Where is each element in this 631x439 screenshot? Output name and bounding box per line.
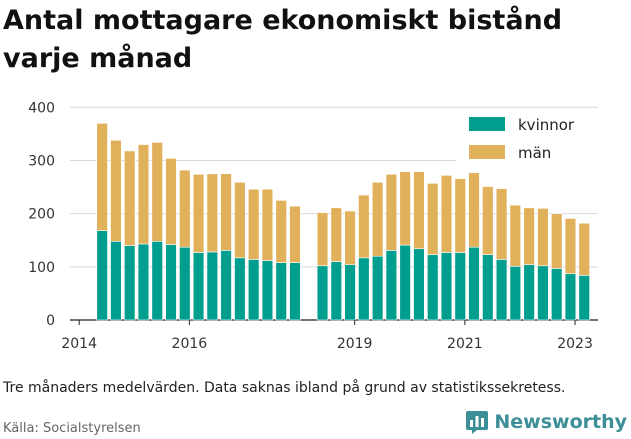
- bar-kvinnor: [578, 275, 590, 321]
- y-tick-label: 400: [28, 100, 55, 116]
- bar-män: [96, 122, 108, 231]
- bar-män: [427, 183, 439, 255]
- y-tick-label: 0: [46, 313, 55, 329]
- bar-män: [440, 175, 453, 253]
- bar-kvinnor: [413, 248, 425, 321]
- bar-kvinnor: [110, 241, 122, 321]
- bar-kvinnor: [151, 241, 163, 321]
- bar-kvinnor: [358, 257, 370, 321]
- bar-kvinnor: [551, 268, 563, 321]
- bar-kvinnor: [371, 255, 384, 321]
- bar-kvinnor: [564, 273, 577, 321]
- x-tick-label: 2021: [447, 336, 483, 352]
- y-tick-label: 200: [28, 207, 55, 223]
- x-tick-label: 2023: [557, 336, 593, 352]
- bar-kvinnor: [344, 264, 356, 321]
- y-axis-ticks: 0 100 200 300 400: [28, 100, 55, 329]
- bar-män: [578, 222, 590, 276]
- y-tick-label: 100: [28, 260, 55, 276]
- bar-kvinnor: [206, 251, 219, 321]
- bar-män: [137, 144, 150, 245]
- bar-män: [399, 171, 411, 246]
- chart-note: Tre månaders medelvärden. Data saknas ib…: [3, 380, 566, 396]
- bar-kvinnor: [495, 259, 508, 321]
- bar-män: [220, 173, 232, 251]
- bar-kvinnor: [289, 262, 301, 321]
- legend-label-kvinnor: kvinnor: [518, 116, 575, 134]
- bar-män: [151, 142, 163, 242]
- bar-kvinnor: [482, 254, 494, 321]
- bar-män: [358, 194, 370, 259]
- bar-män: [564, 218, 577, 275]
- bar-män: [234, 181, 246, 259]
- bar-män: [495, 188, 508, 260]
- bar-kvinnor: [468, 246, 480, 321]
- bar-kvinnor: [509, 265, 522, 321]
- bar-män: [509, 204, 522, 267]
- bar-män: [482, 186, 494, 255]
- legend-swatch-kvinnor: [469, 117, 505, 131]
- bar-män: [247, 188, 260, 260]
- bars: [96, 122, 590, 321]
- bar-män: [165, 158, 177, 245]
- bar-män: [289, 205, 301, 263]
- brand-name: Newsworthy: [494, 411, 627, 433]
- bar-kvinnor: [385, 250, 398, 321]
- stacked-bar-chart: 0 100 200 300 400 2014 2016 2019 2021 2023 kvinn…: [28, 100, 598, 352]
- bar-kvinnor: [275, 262, 287, 321]
- bar-män: [523, 207, 535, 265]
- bar-kvinnor: [316, 265, 329, 321]
- bar-män: [124, 150, 136, 246]
- legend: kvinnor män: [456, 109, 598, 173]
- x-tick-label: 2014: [61, 336, 97, 352]
- bar-chart-icon: [466, 411, 489, 434]
- bar-män: [206, 173, 219, 253]
- bar-kvinnor: [454, 252, 466, 321]
- bar-kvinnor: [96, 230, 108, 321]
- brand-logo: Newsworthy: [465, 409, 627, 435]
- bar-kvinnor: [247, 259, 260, 321]
- bar-män: [551, 213, 563, 269]
- x-tick-label: 2016: [172, 336, 208, 352]
- bar-män: [179, 169, 191, 248]
- bar-män: [385, 174, 398, 251]
- bar-kvinnor: [192, 252, 205, 321]
- bar-män: [192, 174, 205, 253]
- bar-män: [261, 188, 274, 261]
- x-tick-label: 2019: [337, 336, 373, 352]
- bar-män: [110, 139, 122, 242]
- legend-swatch-män: [469, 145, 505, 159]
- bar-kvinnor: [220, 250, 232, 321]
- bar-män: [316, 212, 329, 267]
- bar-män: [468, 172, 480, 248]
- bar-män: [344, 210, 356, 266]
- bar-kvinnor: [137, 243, 150, 321]
- bar-kvinnor: [523, 264, 535, 321]
- bar-kvinnor: [165, 244, 177, 321]
- bar-kvinnor: [440, 252, 453, 321]
- bar-män: [454, 178, 466, 253]
- bar-kvinnor: [537, 265, 549, 321]
- bar-män: [371, 181, 384, 257]
- x-axis-ticks: 2014 2016 2019 2021 2023: [61, 320, 593, 352]
- bar-kvinnor: [399, 244, 411, 321]
- source-credit: Källa: Socialstyrelsen: [3, 421, 141, 436]
- legend-label-män: män: [518, 144, 551, 162]
- bar-kvinnor: [261, 260, 274, 321]
- bar-kvinnor: [124, 245, 136, 321]
- bar-kvinnor: [179, 246, 191, 321]
- bar-kvinnor: [234, 257, 246, 321]
- bar-män: [537, 208, 549, 267]
- chart-title: Antal mottagare ekonomiskt bistånd varje…: [3, 5, 563, 74]
- bar-kvinnor: [330, 261, 342, 321]
- y-tick-label: 300: [28, 153, 55, 169]
- bar-män: [330, 207, 342, 262]
- bar-kvinnor: [427, 254, 439, 321]
- bar-män: [275, 200, 287, 263]
- bar-män: [413, 171, 425, 250]
